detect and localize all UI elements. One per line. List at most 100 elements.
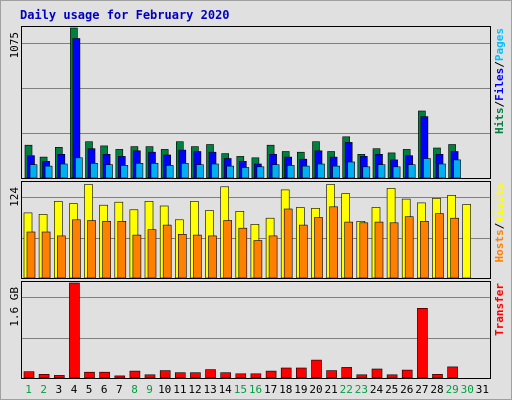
bar-transfer-day-13	[205, 369, 216, 379]
bar-hosts-day-24	[374, 221, 384, 279]
day-label-5: 5	[86, 383, 93, 396]
legend-hosts: Hosts	[493, 229, 506, 262]
bar-hosts-day-13	[208, 235, 217, 279]
day-label-27: 27	[415, 383, 428, 396]
bar-pages-day-26	[407, 164, 416, 179]
legend-hits: Hits	[493, 108, 506, 135]
bar-hosts-day-2	[41, 231, 51, 279]
bar-visits-day-30	[462, 204, 472, 279]
bar-pages-day-28	[438, 163, 446, 179]
bar-transfer-day-29	[447, 366, 458, 379]
bar-transfer-day-27	[417, 307, 428, 379]
day-label-7: 7	[116, 383, 123, 396]
bar-transfer-day-3	[53, 375, 65, 379]
bar-hosts-day-28	[435, 213, 444, 279]
bar-pages-day-7	[120, 165, 129, 179]
day-label-22: 22	[340, 383, 353, 396]
series-legend: Hosts/Visits	[493, 183, 506, 263]
day-label-2: 2	[40, 383, 47, 396]
series-legend: Transfer	[493, 283, 506, 336]
bar-transfer-day-8	[129, 370, 141, 379]
bar-pages-day-24	[377, 164, 386, 179]
bar-hosts-day-26	[404, 216, 414, 279]
bar-pages-day-1	[29, 164, 38, 179]
day-label-12: 12	[188, 383, 201, 396]
day-label-6: 6	[101, 383, 108, 396]
y-tick-label: 1075	[8, 32, 21, 59]
bar-pages-day-23	[362, 166, 371, 179]
bar-pages-day-9	[150, 163, 159, 179]
day-label-9: 9	[146, 383, 153, 396]
bar-transfer-day-22	[341, 367, 353, 379]
bar-transfer-day-24	[371, 368, 383, 379]
day-label-1: 1	[25, 383, 32, 396]
bar-transfer-day-9	[144, 374, 156, 379]
bar-pages-day-16	[256, 166, 265, 179]
bar-transfer-day-12	[190, 372, 201, 379]
bar-hosts-day-17	[268, 235, 278, 279]
bar-hosts-day-11	[178, 234, 187, 279]
bar-transfer-day-25	[386, 374, 398, 379]
bar-pages-day-29	[453, 159, 461, 179]
bar-transfer-day-5	[84, 371, 95, 379]
day-label-26: 26	[400, 383, 413, 396]
bar-transfer-day-19	[295, 367, 307, 379]
series-legend: Hits/Files/Pages	[493, 28, 506, 134]
day-label-3: 3	[55, 383, 62, 396]
bar-hosts-day-27	[420, 221, 429, 279]
bar-hosts-day-3	[56, 235, 66, 279]
legend-: /	[493, 101, 506, 108]
bar-hosts-day-16	[253, 240, 263, 279]
bar-hosts-day-20	[314, 217, 323, 279]
legend-visits: Visits	[493, 183, 506, 223]
bar-hosts-day-23	[359, 222, 369, 279]
legend-files: Files	[493, 68, 506, 101]
day-label-10: 10	[158, 383, 171, 396]
bar-transfer-day-16	[250, 373, 262, 379]
panel-frame	[21, 26, 491, 179]
day-label-20: 20	[309, 383, 322, 396]
chart-title: Daily usage for February 2020	[20, 8, 230, 22]
bar-pages-day-27	[423, 158, 431, 179]
bar-pages-day-5	[90, 163, 98, 179]
bar-pages-day-25	[392, 166, 401, 179]
bar-pages-day-6	[105, 164, 113, 179]
bar-transfer-day-10	[159, 370, 171, 379]
bar-hosts-day-12	[193, 234, 202, 279]
bar-pages-day-4	[75, 157, 83, 179]
day-label-17: 17	[264, 383, 277, 396]
bar-hosts-day-4	[72, 219, 81, 279]
y-tick-label: 124	[8, 187, 21, 207]
y-tick-label: 1.6 GB	[8, 287, 21, 327]
bar-transfer-day-4	[69, 282, 80, 379]
bar-transfer-day-26	[401, 369, 413, 379]
day-label-16: 16	[249, 383, 262, 396]
bar-pages-day-18	[286, 165, 295, 179]
bar-hosts-day-7	[117, 221, 127, 279]
day-label-29: 29	[446, 383, 459, 396]
bar-transfer-day-15	[235, 373, 247, 379]
bar-hosts-day-8	[132, 234, 142, 279]
day-label-21: 21	[324, 383, 337, 396]
day-label-14: 14	[219, 383, 233, 396]
day-label-8: 8	[131, 383, 138, 396]
bar-pages-day-10	[165, 165, 174, 179]
day-label-4: 4	[71, 383, 78, 396]
day-label-24: 24	[370, 383, 384, 396]
bar-pages-day-14	[226, 165, 234, 179]
bar-files-day-4	[72, 38, 81, 179]
legend-: /	[493, 61, 506, 68]
bar-pages-day-15	[241, 167, 250, 179]
bar-pages-day-8	[135, 163, 144, 179]
day-label-19: 19	[294, 383, 307, 396]
bar-hosts-day-6	[102, 221, 111, 279]
bar-transfer-day-28	[432, 373, 443, 379]
bar-hosts-day-25	[389, 222, 399, 279]
bar-transfer-day-17	[265, 370, 277, 379]
bar-transfer-day-6	[99, 371, 110, 379]
day-label-25: 25	[385, 383, 398, 396]
bar-transfer-day-1	[23, 371, 35, 379]
panel-visits-sites: 124 Hosts/Visits	[8, 181, 506, 279]
day-label-11: 11	[173, 383, 186, 396]
